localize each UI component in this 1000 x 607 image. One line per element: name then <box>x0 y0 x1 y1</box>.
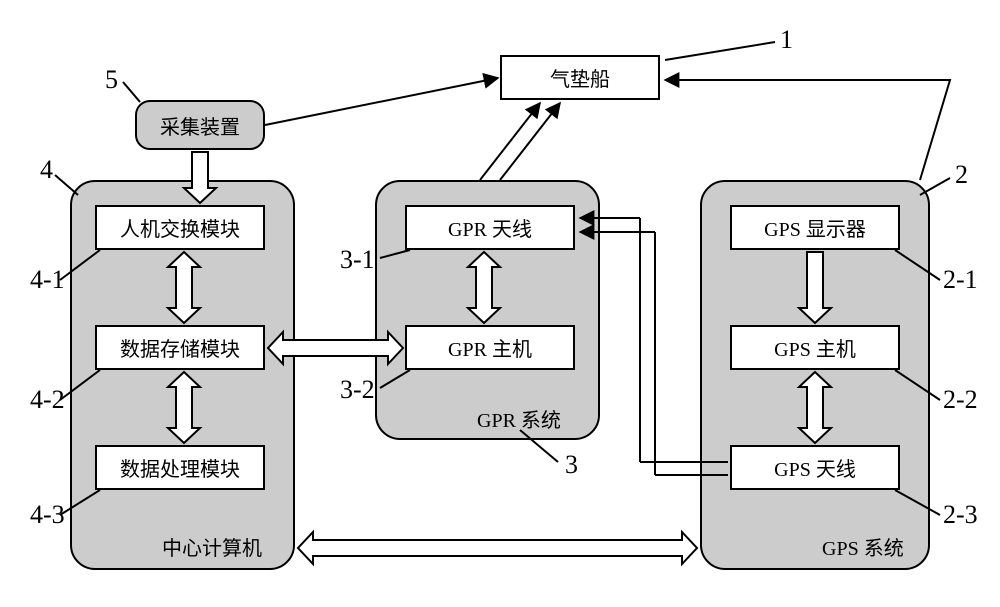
group2-label: GPS 系统 <box>822 532 904 561</box>
diagram-root: 中心计算机 GPR 系统 GPS 系统 气垫船 采集装置 人机交换模块 数据存储… <box>0 0 1000 607</box>
collector-text: 采集装置 <box>160 111 240 140</box>
group4-label: 中心计算机 <box>162 532 262 561</box>
hmi-text: 人机交换模块 <box>120 213 240 242</box>
gpr-antenna-text: GPR 天线 <box>448 213 532 242</box>
gps-host-text: GPS 主机 <box>774 333 856 362</box>
gpr-host-text: GPR 主机 <box>448 333 532 362</box>
num-2-2: 2-2 <box>943 385 978 415</box>
num-5: 5 <box>105 65 118 95</box>
node-gps-antenna: GPS 天线 <box>730 445 900 490</box>
num-4-3: 4-3 <box>30 500 65 530</box>
node-collector: 采集装置 <box>135 100 265 150</box>
num-4-2: 4-2 <box>30 385 65 415</box>
num-4-1: 4-1 <box>30 265 65 295</box>
node-hmi: 人机交换模块 <box>95 205 265 250</box>
num-2-3: 2-3 <box>943 500 978 530</box>
node-process: 数据处理模块 <box>95 445 265 490</box>
num-2: 2 <box>955 160 968 190</box>
num-3-1: 3-1 <box>340 245 375 275</box>
num-4: 4 <box>40 155 53 185</box>
process-text: 数据处理模块 <box>120 453 240 482</box>
node-gpr-host: GPR 主机 <box>405 325 575 370</box>
gps-antenna-text: GPS 天线 <box>774 453 856 482</box>
group3-label: GPR 系统 <box>477 404 561 433</box>
num-2-1: 2-1 <box>943 265 978 295</box>
node-hovercraft: 气垫船 <box>500 55 660 100</box>
hovercraft-text: 气垫船 <box>550 63 610 92</box>
node-gpr-antenna: GPR 天线 <box>405 205 575 250</box>
node-storage: 数据存储模块 <box>95 325 265 370</box>
node-gps-host: GPS 主机 <box>730 325 900 370</box>
num-3-2: 3-2 <box>340 375 375 405</box>
node-gps-display: GPS 显示器 <box>730 205 900 250</box>
storage-text: 数据存储模块 <box>120 333 240 362</box>
num-3: 3 <box>565 450 578 480</box>
gps-display-text: GPS 显示器 <box>764 213 866 242</box>
num-1: 1 <box>780 25 793 55</box>
